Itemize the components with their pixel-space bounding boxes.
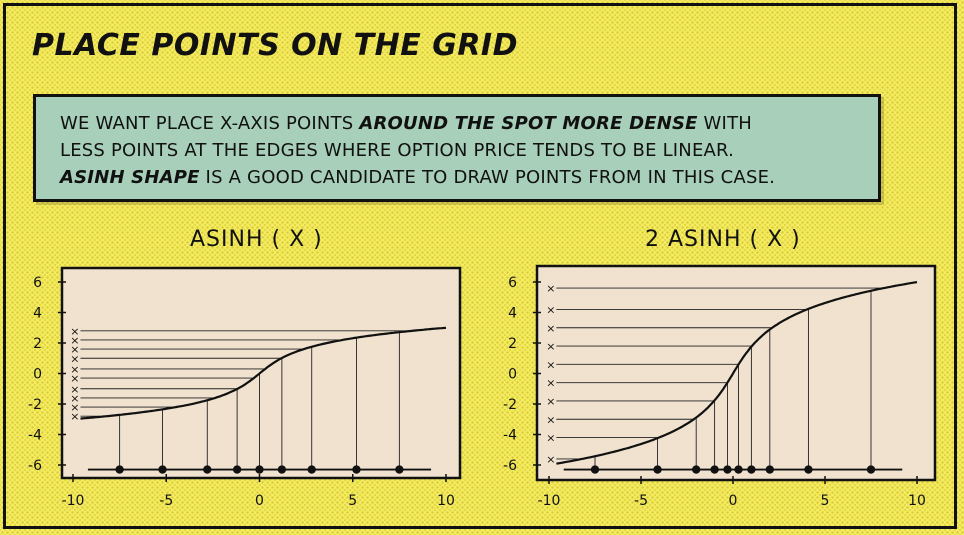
y-tick-label: 4: [508, 306, 517, 322]
x-tick-label: -5: [634, 493, 648, 509]
grid-point: [653, 465, 662, 474]
y-tick-label: 4: [33, 306, 42, 322]
y-marker: ×: [70, 392, 79, 405]
y-tick-label: 6: [33, 275, 42, 291]
grid-point: [307, 465, 316, 474]
callout-text: WITH: [697, 113, 752, 134]
grid-point: [158, 465, 167, 474]
chart-title-asinh: ASINH ( X ): [190, 227, 323, 252]
y-tick-label: -6: [28, 458, 42, 474]
y-marker: ×: [70, 383, 79, 396]
callout-line-3: ASINH SHAPE IS A GOOD CANDIDATE TO DRAW …: [60, 164, 878, 191]
y-marker: ×: [70, 363, 79, 376]
y-marker: ×: [70, 325, 79, 338]
callout-line-1: WE WANT PLACE X-AXIS POINTS AROUND THE S…: [60, 110, 878, 137]
y-marker: ×: [546, 322, 555, 335]
callout-text: IS A GOOD CANDIDATE TO DRAW POINTS FROM …: [199, 167, 776, 188]
y-tick-label: 2: [33, 336, 42, 352]
x-tick-label: 10: [908, 493, 926, 509]
asinh-curve: [80, 326, 447, 420]
y-marker: ×: [546, 395, 555, 408]
y-marker: ×: [546, 432, 555, 445]
y-marker: ×: [70, 334, 79, 347]
grid-point: [747, 465, 756, 474]
grid-point: [352, 465, 361, 474]
y-marker: ×: [70, 352, 79, 365]
grid-point: [765, 465, 774, 474]
y-tick-label: -2: [28, 397, 42, 413]
chart-paper: [535, 264, 937, 482]
y-marker: ×: [70, 372, 79, 385]
comic-panel-frame: [3, 3, 957, 529]
asinh-curve: [556, 281, 918, 465]
y-marker: ×: [546, 358, 555, 371]
x-tick-label: 5: [348, 493, 357, 509]
y-marker: ×: [546, 303, 555, 316]
grid-point: [866, 465, 876, 474]
grid-point: [255, 465, 264, 474]
grid-point: [723, 465, 732, 474]
y-marker: ×: [546, 413, 555, 426]
y-tick-label: -4: [28, 428, 42, 444]
y-tick-label: 2: [508, 336, 517, 352]
grid-point: [692, 465, 701, 474]
y-tick-label: -6: [503, 458, 517, 474]
y-marker: ×: [546, 340, 555, 353]
grid-point: [395, 465, 404, 474]
grid-point: [710, 465, 719, 474]
y-tick-label: -4: [503, 428, 517, 444]
x-tick-label: 5: [821, 493, 830, 509]
x-tick-label: 10: [437, 493, 455, 509]
grid-point: [734, 465, 743, 474]
grid-point: [203, 465, 212, 474]
chart-title-2asinh: 2 ASINH ( X ): [645, 227, 801, 252]
y-tick-label: 0: [33, 367, 42, 383]
grid-point: [277, 465, 287, 474]
y-tick-label: 6: [508, 275, 517, 291]
callout-emphasis: ASINH SHAPE: [60, 167, 200, 188]
grid-point: [590, 465, 600, 474]
x-tick-label: -10: [538, 493, 561, 509]
callout-text: WE WANT PLACE X-AXIS POINTS: [60, 113, 360, 134]
y-marker: ×: [70, 401, 79, 414]
explanation-callout: WE WANT PLACE X-AXIS POINTS AROUND THE S…: [33, 94, 881, 202]
y-marker: ×: [546, 453, 555, 466]
y-marker: ×: [70, 410, 79, 423]
x-tick-label: 0: [255, 493, 264, 509]
y-tick-label: 0: [508, 367, 517, 383]
x-tick-label: -5: [159, 493, 173, 509]
y-tick-label: -2: [503, 397, 517, 413]
callout-line-2: LESS POINTS AT THE EDGES WHERE OPTION PR…: [60, 140, 735, 161]
grid-point: [804, 465, 813, 474]
grid-point: [232, 465, 242, 474]
page-title: PLACE POINTS ON THE GRID: [32, 28, 518, 63]
x-tick-label: -10: [62, 493, 85, 509]
x-tick-label: 0: [729, 493, 738, 509]
y-marker: ×: [70, 343, 79, 356]
y-marker: ×: [546, 282, 555, 295]
callout-emphasis: AROUND THE SPOT MORE DENSE: [359, 113, 698, 134]
grid-point: [115, 465, 124, 474]
y-marker: ×: [546, 377, 555, 390]
